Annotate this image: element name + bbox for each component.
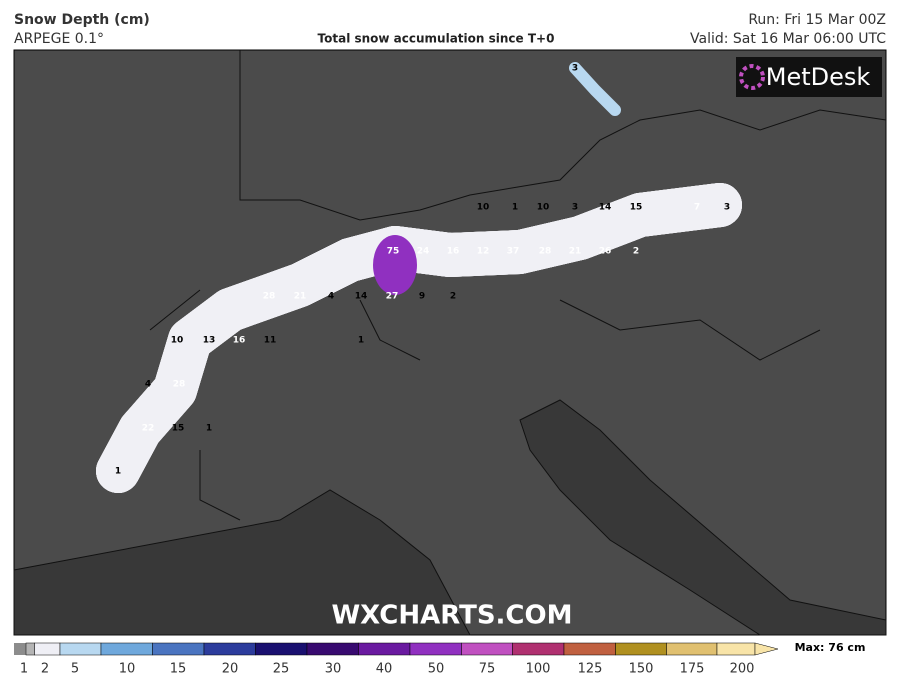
point-label: 15 bbox=[630, 203, 643, 213]
point-label: 2 bbox=[633, 247, 639, 257]
point-label: 4 bbox=[145, 380, 151, 390]
point-label: 14 bbox=[355, 292, 368, 302]
map: MetDesk WXCHARTS.COM bbox=[13, 49, 887, 636]
point-label: 13 bbox=[203, 336, 216, 346]
colorbar-label: 100 bbox=[526, 662, 551, 677]
title: Snow Depth (cm) bbox=[14, 12, 150, 28]
point-label: 22 bbox=[142, 424, 155, 434]
logo-box bbox=[736, 57, 882, 97]
colorbar-label: 2 bbox=[41, 662, 49, 677]
point-label: 37 bbox=[507, 247, 520, 257]
point-label: 1 bbox=[115, 467, 121, 477]
colorbar-segment bbox=[563, 642, 616, 656]
colorbar-label: 15 bbox=[170, 662, 187, 677]
sea bbox=[519, 399, 887, 636]
colorbar-label: 10 bbox=[119, 662, 136, 677]
colorbar-label: 125 bbox=[578, 662, 603, 677]
colorbar-segment bbox=[461, 642, 513, 656]
snow-band bbox=[569, 62, 621, 116]
colorbar-segment bbox=[152, 642, 205, 656]
colorbar-label: 50 bbox=[428, 662, 445, 677]
model: ARPEGE 0.1° bbox=[14, 31, 104, 47]
point-label: 28 bbox=[263, 292, 276, 302]
colorbar-label: 175 bbox=[680, 662, 705, 677]
run: Run: Fri 15 Mar 00Z bbox=[748, 12, 886, 28]
point-label: 16 bbox=[233, 336, 246, 346]
point-label: 7 bbox=[694, 203, 700, 213]
point-label: 1 bbox=[358, 336, 364, 346]
point-label: 27 bbox=[386, 292, 399, 302]
colorbar-segment bbox=[666, 642, 718, 656]
point-label: 28 bbox=[539, 247, 552, 257]
colorbar-segment bbox=[512, 642, 565, 656]
colorbar-segment bbox=[100, 642, 153, 656]
logo: MetDesk bbox=[766, 63, 871, 91]
borders bbox=[149, 50, 887, 521]
point-label: 3 bbox=[572, 64, 578, 74]
colorbar-segment bbox=[34, 642, 61, 656]
colorbar-label: 20 bbox=[222, 662, 239, 677]
colorbar-label: 1 bbox=[20, 662, 28, 677]
colorbar-label: 150 bbox=[629, 662, 654, 677]
point-label: 12 bbox=[477, 247, 490, 257]
colorbar-segment bbox=[203, 642, 256, 656]
point-label: 1 bbox=[512, 203, 518, 213]
map-land bbox=[13, 49, 887, 636]
point-label: 10 bbox=[477, 203, 490, 213]
point-label: 26 bbox=[599, 247, 612, 257]
colorbar-segment bbox=[306, 642, 359, 656]
point-label: 1 bbox=[206, 424, 212, 434]
point-labels: 310 1 10 3 14 15 7 375 24 16 12 37 28 21 26 228 21 4 14 27 9… bbox=[115, 64, 730, 477]
max-label: Max: 76 cm bbox=[795, 641, 866, 654]
colorbar-segment bbox=[615, 642, 667, 656]
colorbar-segment bbox=[358, 642, 411, 656]
point-label: 24 bbox=[417, 247, 430, 257]
point-label: 10 bbox=[171, 336, 184, 346]
snow-field bbox=[96, 62, 742, 493]
colorbar-extend bbox=[754, 642, 779, 656]
colorbar-segment bbox=[59, 642, 102, 656]
snow-peak bbox=[373, 235, 417, 295]
point-label: 11 bbox=[264, 336, 277, 346]
description: Total snow accumulation since T+0 bbox=[318, 32, 555, 46]
valid: Valid: Sat 16 Mar 06:00 UTC bbox=[690, 31, 886, 47]
point-label: 14 bbox=[599, 203, 612, 213]
point-label: 2 bbox=[450, 292, 456, 302]
sea bbox=[13, 489, 471, 636]
colorbar-under bbox=[14, 643, 26, 655]
colorbar-label: 75 bbox=[479, 662, 496, 677]
logo-icon bbox=[739, 64, 765, 90]
point-label: 28 bbox=[173, 380, 186, 390]
point-label: 10 bbox=[537, 203, 550, 213]
colorbar-label: 30 bbox=[325, 662, 342, 677]
point-label: 9 bbox=[419, 292, 425, 302]
point-label: 3 bbox=[572, 203, 578, 213]
point-label: 15 bbox=[172, 424, 185, 434]
watermark: WXCHARTS.COM bbox=[331, 601, 572, 631]
point-label: 3 bbox=[724, 203, 730, 213]
point-label: 21 bbox=[294, 292, 307, 302]
colorbar-segment bbox=[25, 642, 35, 656]
colorbar-label: 200 bbox=[730, 662, 755, 677]
colorbar-label: 5 bbox=[71, 662, 79, 677]
colorbar: 1 2 5 10 15 20 25 30 40 50 75 100 125 150 175 200 bbox=[14, 642, 779, 677]
point-label: 4 bbox=[328, 292, 334, 302]
colorbar-segment bbox=[255, 642, 308, 656]
colorbar-label: 25 bbox=[273, 662, 290, 677]
point-label: 16 bbox=[447, 247, 460, 257]
point-label: 75 bbox=[387, 247, 400, 257]
colorbar-label: 40 bbox=[376, 662, 393, 677]
colorbar-segment bbox=[716, 642, 756, 656]
colorbar-segment bbox=[409, 642, 462, 656]
point-label: 21 bbox=[569, 247, 582, 257]
